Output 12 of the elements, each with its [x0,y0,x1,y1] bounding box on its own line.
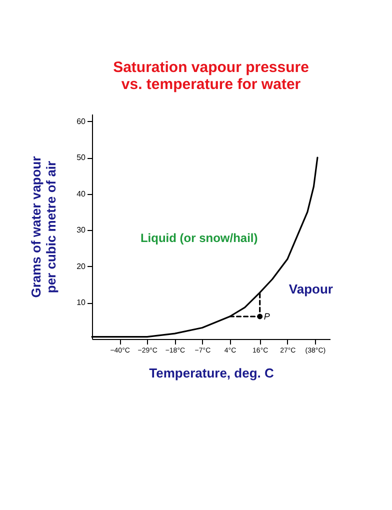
y-tick-label: 20 [76,262,86,271]
y-tick-label: 30 [76,226,86,235]
annotation: Liquid (or snow/hail) [140,230,258,245]
y-tick-label: 60 [76,116,86,126]
y-tick-label: 50 [76,153,86,162]
y-axis-title: Grams of water vapour per cubic metre of air [28,156,59,298]
x-axis-title: Temperature, deg. C [149,366,274,380]
y-tick-label: 10 [76,298,86,308]
chart-title: Saturation vapour pressure vs. temperature for water [113,59,309,93]
y-tick-label: 40 [76,189,86,198]
annotation: P [264,312,270,322]
annotation: Vapour [288,282,333,296]
